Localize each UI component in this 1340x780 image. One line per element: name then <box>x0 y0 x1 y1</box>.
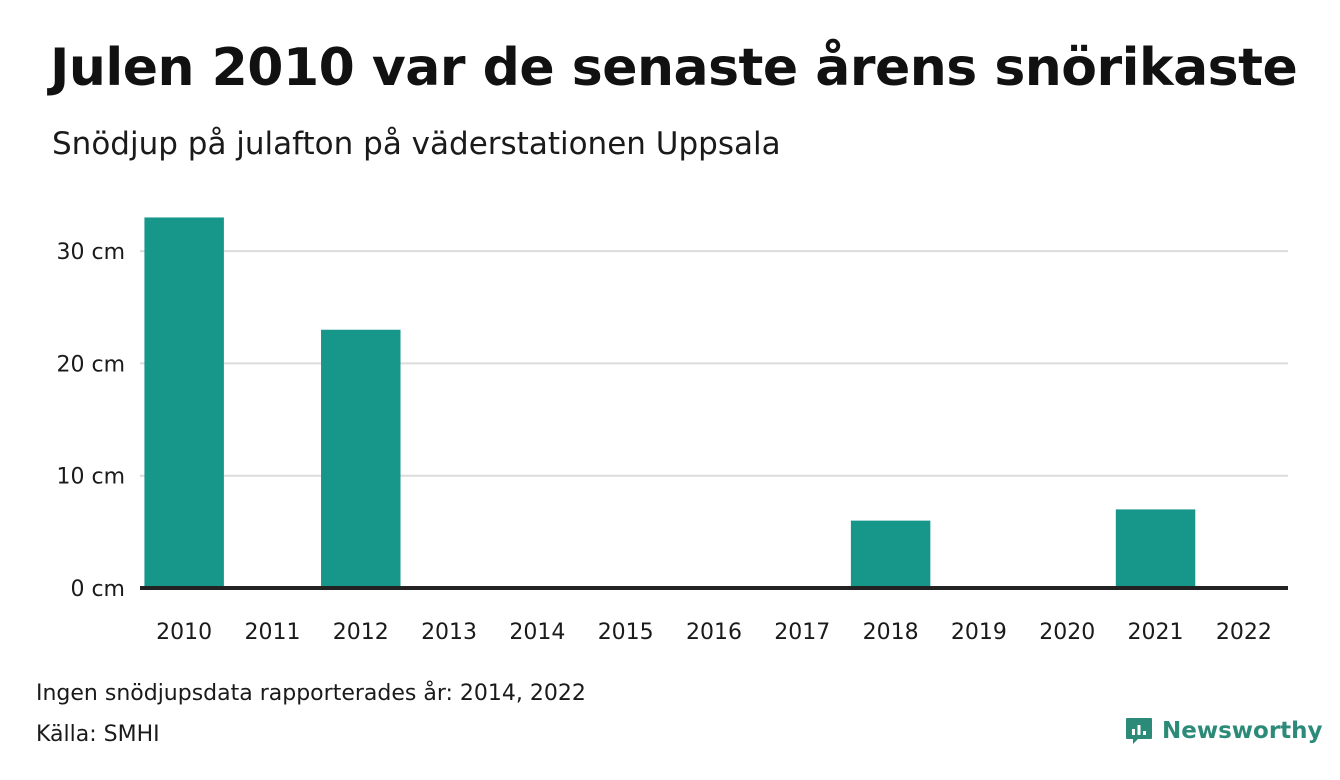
brand-name: Newsworthy <box>1162 718 1323 744</box>
y-tick-label: 30 cm <box>56 240 125 265</box>
x-tick-label: 2015 <box>598 620 654 645</box>
chart-title: Julen 2010 var de senaste årens snörikas… <box>50 38 1298 98</box>
newsworthy-logo-icon <box>1126 718 1152 744</box>
bar-2021[interactable] <box>1115 509 1196 588</box>
x-tick-label: 2019 <box>951 620 1007 645</box>
y-tick-label: 20 cm <box>56 352 125 377</box>
x-tick-label: 2010 <box>156 620 212 645</box>
gridlines <box>140 250 1288 477</box>
x-tick-label: 2022 <box>1216 620 1272 645</box>
bars <box>144 217 1196 588</box>
source-label: Källa: SMHI <box>36 722 160 747</box>
x-tick-label: 2017 <box>774 620 830 645</box>
bar-2010[interactable] <box>144 217 224 588</box>
x-tick-label: 2021 <box>1128 620 1184 645</box>
x-tick-label: 2018 <box>863 620 919 645</box>
x-tick-label: 2011 <box>244 620 300 645</box>
x-tick-label: 2016 <box>686 620 742 645</box>
newsworthy-logo[interactable]: Newsworthy <box>1124 716 1323 746</box>
y-tick-label: 10 cm <box>56 465 125 490</box>
x-tick-label: 2020 <box>1039 620 1095 645</box>
bar-2018[interactable] <box>850 520 931 588</box>
bar-2012[interactable] <box>321 329 401 588</box>
x-tick-label: 2012 <box>333 620 389 645</box>
missing-data-note: Ingen snödjupsdata rapporterades år: 201… <box>36 681 586 706</box>
y-tick-label: 0 cm <box>70 577 125 602</box>
y-axis-tick-labels: 0 cm 10 cm 20 cm 30 cm <box>56 240 125 602</box>
x-tick-label: 2014 <box>509 620 565 645</box>
x-axis-tick-labels: 2010 2011 2012 2013 2014 2015 2016 2017 2018 2019… <box>156 620 1272 645</box>
chart-subtitle: Snödjup på julafton på väderstationen Up… <box>52 126 781 162</box>
x-tick-label: 2013 <box>421 620 477 645</box>
